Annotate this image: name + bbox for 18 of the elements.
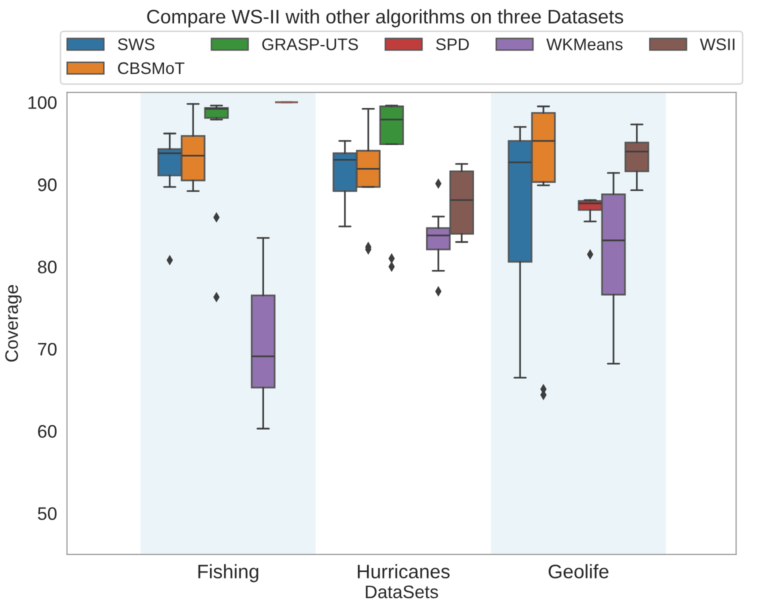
legend-label: WKMeans [546, 38, 623, 50]
y-tick-label: 60 [38, 425, 57, 438]
x-axis-title: DataSets [366, 586, 438, 598]
y-tick-label: 70 [38, 342, 57, 356]
chart-title: Compare WS-II with other algorithms on three Datasets [147, 9, 624, 28]
y-tick-label: 90 [38, 178, 57, 192]
x-tick-label: Geolife [548, 564, 608, 578]
legend-label: SWS [118, 38, 154, 50]
legend-label: SPD [436, 38, 469, 50]
legend-label: CBSMoT [118, 62, 184, 74]
y-tick-label: 100 [28, 96, 57, 109]
x-tick-label: Hurricanes [358, 564, 450, 578]
legend-label: GRASP-UTS [262, 38, 358, 50]
x-tick-label: Fishing [198, 564, 258, 582]
y-tick-label: 50 [38, 507, 57, 520]
legend-label: WSII [700, 38, 734, 50]
y-axis-title: Coverage [5, 285, 22, 362]
y-tick-label: 80 [38, 260, 57, 274]
